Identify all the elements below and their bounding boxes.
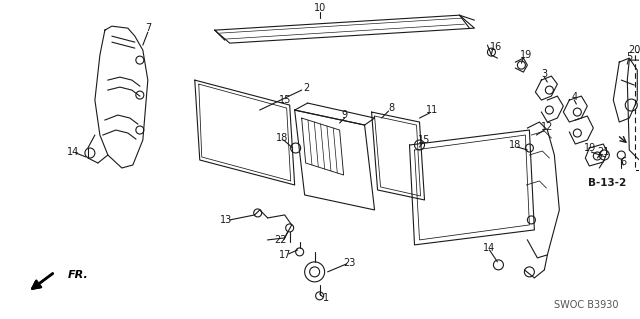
Text: SWOC B3930: SWOC B3930: [554, 300, 619, 310]
Text: 3: 3: [541, 69, 547, 79]
Text: 14: 14: [483, 243, 495, 253]
Text: 5: 5: [626, 52, 632, 62]
Text: 13: 13: [220, 215, 232, 225]
Text: 18: 18: [509, 140, 522, 150]
Text: 17: 17: [278, 250, 291, 260]
Text: 10: 10: [314, 3, 326, 13]
Text: 9: 9: [342, 110, 348, 120]
Text: 19: 19: [520, 50, 532, 60]
Text: 1: 1: [323, 293, 329, 303]
Text: 16: 16: [490, 42, 502, 52]
Text: 23: 23: [344, 258, 356, 268]
Text: 21: 21: [597, 147, 609, 157]
Text: 15: 15: [278, 95, 291, 105]
Text: 12: 12: [541, 122, 554, 132]
Text: 15: 15: [419, 135, 431, 145]
Text: 20: 20: [628, 45, 640, 55]
Text: 19: 19: [584, 143, 596, 153]
Text: 6: 6: [620, 157, 627, 167]
Text: 8: 8: [388, 103, 395, 113]
Text: 2: 2: [303, 83, 310, 93]
Text: FR.: FR.: [68, 270, 89, 280]
Text: 18: 18: [276, 133, 288, 143]
Text: 7: 7: [145, 23, 151, 33]
Text: B-13-2: B-13-2: [588, 178, 627, 188]
Text: 22: 22: [275, 235, 287, 245]
Text: 14: 14: [67, 147, 79, 157]
Text: 11: 11: [426, 105, 438, 115]
Text: 4: 4: [572, 92, 577, 102]
